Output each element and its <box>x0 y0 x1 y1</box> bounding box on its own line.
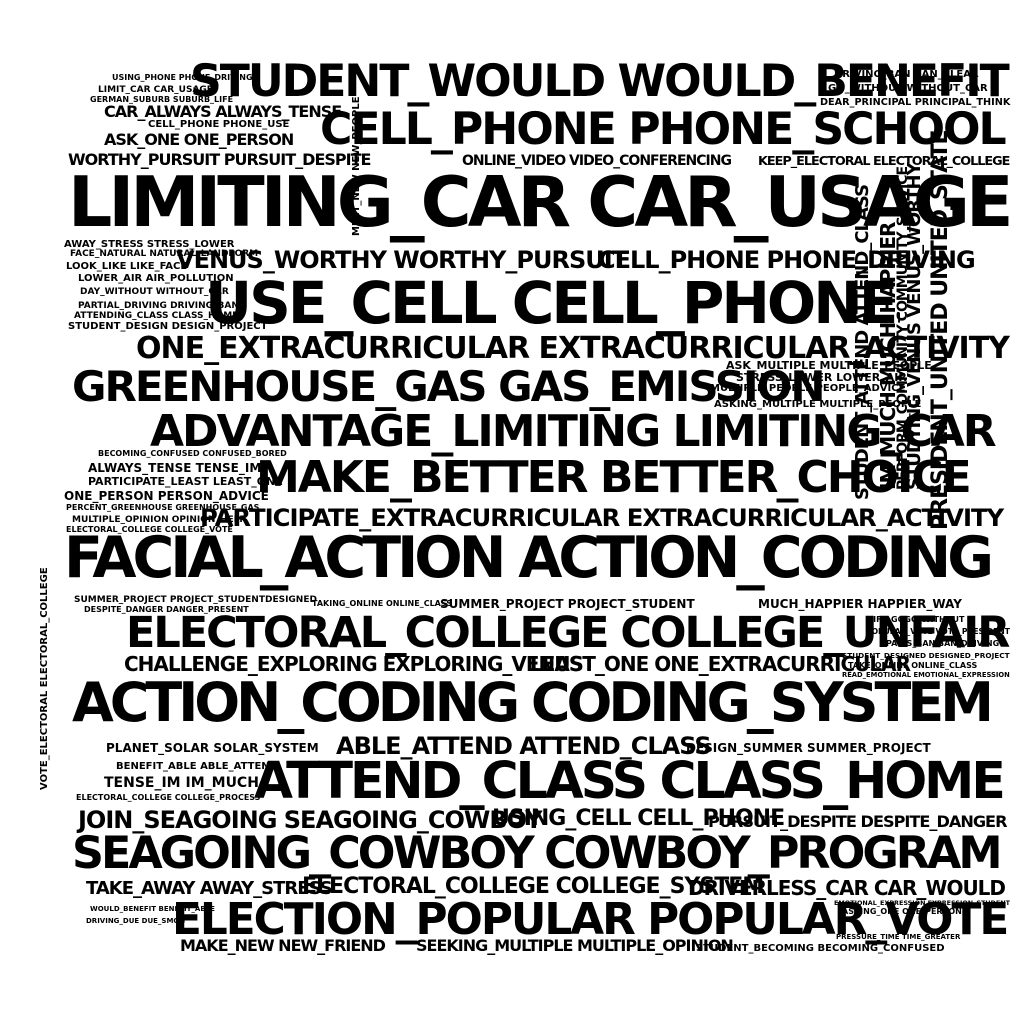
phrase: ABLE_ATTEND ATTEND_CLASS <box>336 732 712 760</box>
phrase: PLANET_SOLAR SOLAR_SYSTEM <box>106 741 319 755</box>
phrase-vertical: PERFORM_COMMUNITY COMMUNITY_SERVICE <box>895 166 911 490</box>
phrase: STUDENT_DESIGNED DESIGNED_PROJECT <box>842 651 1010 660</box>
phrase: TENSE_IM IM_MUCH <box>104 775 259 791</box>
phrase: CELL_PHONE PHONE_DRIVING <box>598 246 976 274</box>
phrase: USING_PHONE PHONE_DRIVING <box>112 73 253 82</box>
phrase: SEEKING_MULTIPLE MULTIPLE_OPINION <box>416 936 734 955</box>
phrase: ATTEND_CLASS CLASS_HOME <box>254 751 1006 810</box>
phrase: DAY_WITHOUT WITHOUT_CAR <box>80 287 229 297</box>
phrase: ASK_ONE ONE_PERSON <box>104 130 294 149</box>
phrase: EMOTIONAL_EXPRESSION EXPRESSION_STUDENT <box>834 899 1010 907</box>
phrase: WOULD_BENEFIT BENEFIT_ABLE <box>90 905 215 913</box>
phrase: FACIAL_ACTION ACTION_CODING <box>64 525 994 591</box>
phrase: SUMMER_PROJECT PROJECT_STUDENTDESIGNED <box>74 595 317 605</box>
phrase: GREENHOUSE_GAS GAS_EMISSION <box>72 362 826 411</box>
phrase: TAKE_AWAY AWAY_STRESS <box>86 878 333 899</box>
phrase: CAR_ALWAYS ALWAYS_TENSE <box>104 102 342 121</box>
phrase: FACE_NATURAL NATURAL_LANDFORM <box>70 249 259 259</box>
phrase: TAKING_ONLINE ONLINE_CLASS <box>312 599 453 608</box>
phrase: MUCH_HAPPIER HAPPIER_WAY <box>758 597 962 611</box>
phrase: DESIGN_SUMMER SUMMER_PROJECT <box>686 741 931 755</box>
phrase: TAKE_ONLINE ONLINE_CLASS <box>848 661 978 670</box>
phrase: STUDENT_DESIGN DESIGN_PROJECT <box>68 321 268 332</box>
phrase: CHALLENGE_EXPLORING EXPLORING_VENUS <box>124 652 584 676</box>
phrase: AWAY_STRESS STRESS_LOWER <box>64 239 235 250</box>
phrase: ALWAYS_TENSE TENSE_IM <box>88 461 262 475</box>
phrase: DRIVING_DUE DUE_SMOG <box>86 917 186 925</box>
phrase: SUMMER_PROJECT PROJECT_STUDENT <box>440 597 695 611</box>
phrase: MAKE_NEW NEW_FRIEND <box>180 936 386 955</box>
phrase: ELECTORAL_COLLEGE COLLEGE_SYSTEM <box>302 874 764 899</box>
phrase-vertical: PRESIDENT_UNITED UNITED_STATE <box>928 130 953 530</box>
phrase: GO_WITHOUT WITHOUT_CAR <box>828 83 988 94</box>
phrase: ONE_EXTRACURRICULAR EXTRACURRICULAR_ACTI… <box>136 331 1010 366</box>
phrase: PARIS_BAN BAN_DRIVING <box>886 639 1000 648</box>
phrase: LIFE_GOGO_WITHOUT <box>868 615 965 624</box>
phrase: USE_CELL CELL_PHONE <box>205 269 898 337</box>
phrase: ONE_PERSON PERSON_ADVICE <box>64 489 269 503</box>
phrase: PARTICIPATE_EXTRACURRICULAR EXTRACURRICU… <box>200 503 1004 532</box>
phrase: LOWER_AIR AIR_POLLUTION <box>78 273 234 284</box>
phrase: ASK_MULTIPLE MULTIPLE_PEOPLE <box>726 359 932 372</box>
phrase-vertical: MEET_NEW NEW_PEOPLE <box>351 96 362 236</box>
phrase: ELECTORAL_COLLEGE COLLEGE_VOTE <box>66 525 233 534</box>
phrase: BECOMING_CONFUSED CONFUSED_BORED <box>98 449 287 458</box>
phrase: STRESS_LOWER LOWER_AIR <box>736 371 907 384</box>
phrase: STUDENT_BECOMING BECOMING_CONFUSED <box>696 943 945 954</box>
phrase: DEAR_PRINCIPAL PRINCIPAL_THINK <box>820 97 1011 108</box>
phrase: ADVANTAGE_LIMITING LIMITING_CAR <box>150 406 997 457</box>
phrase: DESPITE_DANGER DANGER_PRESENT <box>84 605 249 614</box>
phrase: PARTICIPATE_LEAST LEAST_ONE <box>88 475 283 488</box>
phrase: POPULAR_VOTE VOTE_PRESIDENT <box>866 627 1010 636</box>
phrase: JOIN_SEAGOING SEAGOING_COWBOY <box>78 806 543 834</box>
phrase: CELL_PHONE PHONE_SCHOOL <box>320 104 1007 155</box>
phrase: LOOK_LIKE LIKE_FACE <box>66 261 188 272</box>
phrase: DRIVERLESS_CAR CAR_WOULD <box>688 876 1006 900</box>
phrase-vertical: STUDENT_ATTEND ATTEND_CLASS <box>852 184 873 500</box>
phrase: SEAGOING_COWBOY COWBOY_PROGRAM <box>72 828 1003 879</box>
phrase: BENEFIT_ABLE ABLE_ATTEND <box>116 761 278 772</box>
phrase: PRESSURE_TIME TIME_GREATER <box>836 933 961 941</box>
phrase: DRIVING_BAN BAN_CLEAR <box>834 69 979 80</box>
phrase: KEEP_ELECTORAL ELECTORAL_COLLEGE <box>758 154 1010 169</box>
phrase: MULTIPLE_OPINION OPINION_HELP <box>72 515 246 525</box>
phrase: ELECTION_POPULAR POPULAR_VOTE <box>172 894 1009 945</box>
phrase: PURSUIT_DESPITE DESPITE_DANGER <box>708 812 1007 831</box>
phrase: GERMAN_SUBURB SUBURB_LIFE <box>90 95 234 104</box>
phrase: PARTIAL_DRIVING DRIVING_BAN <box>78 301 239 311</box>
phrase: LIMIT_CAR CAR_USAGE <box>98 85 213 95</box>
phrase: ASKING_MULTIPLE MULTIPLE_PEOPLE <box>714 399 922 410</box>
phrase: WORTHY_PURSUIT PURSUIT_DESPITE <box>68 150 371 169</box>
phrase: VENUS_WORTHY WORTHY_PURSUIT <box>176 246 628 274</box>
phrase: LIMITING_CAR CAR_USAGE <box>68 162 1013 243</box>
phrase: MULTIPLE_PEOPLE PEOPLE_ADVICE <box>710 383 906 394</box>
phrase-vertical: VOTE_ELECTORAL ELECTORAL_COLLEGE <box>39 567 50 790</box>
phrase: READ_EMOTIONAL EMOTIONAL_EXPRESSION <box>842 671 1010 679</box>
phrase: STUDENT_WOULD WOULD_BENEFIT <box>190 56 1010 107</box>
phrase: ONLINE_VIDEO VIDEO_CONFERENCING <box>462 153 732 169</box>
phrase: CELL_PHONE PHONE_USE <box>148 119 290 130</box>
phrase: USING_CELL CELL_PHONE <box>492 806 785 831</box>
phrase: ATTENDING_CLASS CLASS_HOME <box>74 311 239 321</box>
phrase: LEAST_ONE ONE_EXTRACURRICULAR <box>530 652 911 676</box>
phrase: ELECTORAL_COLLEGE COLLEGE_PROCESS <box>76 793 261 802</box>
phrase: MAKE_BETTER BETTER_CHOICE <box>256 452 972 503</box>
phrase: PERCENT_GREENHOUSE GREENHOUSE_GAS <box>66 503 260 512</box>
phrase: ASKING_ONE ONE_PERSON <box>842 907 962 916</box>
phrase: ACTION_CODING CODING_SYSTEM <box>72 671 994 734</box>
phrase: ELECTORAL_COLLEGE COLLEGE_UNFAIR <box>126 608 1010 658</box>
